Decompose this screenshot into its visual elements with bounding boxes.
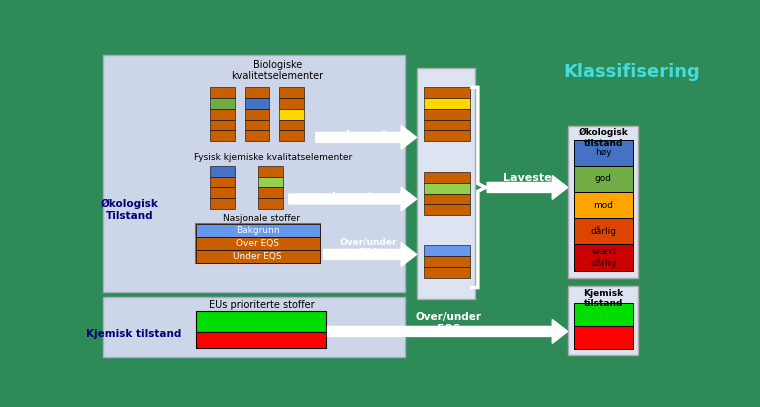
Text: Biologiske
kvalitetselementer: Biologiske kvalitetselementer: [231, 59, 323, 81]
Bar: [280, 88, 304, 98]
Polygon shape: [289, 187, 416, 211]
Bar: [574, 326, 633, 349]
Polygon shape: [324, 243, 416, 266]
Text: Laveste: Laveste: [503, 173, 552, 183]
Bar: [416, 68, 475, 299]
Bar: [103, 55, 405, 292]
Text: god: god: [595, 175, 612, 184]
Bar: [196, 250, 320, 263]
Bar: [574, 140, 633, 166]
Text: Kjemisk tilstand: Kjemisk tilstand: [86, 329, 182, 339]
Polygon shape: [316, 125, 416, 149]
Bar: [245, 98, 269, 109]
Bar: [196, 224, 320, 263]
Text: Lavest: Lavest: [346, 130, 387, 140]
Text: Økologisk
Tilstand: Økologisk Tilstand: [101, 199, 159, 221]
Text: Under EQS: Under EQS: [233, 252, 282, 261]
Bar: [280, 98, 304, 109]
Polygon shape: [487, 175, 568, 199]
Bar: [210, 131, 235, 141]
Text: EUs prioriterte stoffer: EUs prioriterte stoffer: [209, 300, 315, 310]
Bar: [210, 88, 235, 98]
Bar: [423, 245, 470, 256]
Bar: [210, 120, 235, 131]
Bar: [574, 303, 633, 326]
Bar: [196, 311, 326, 332]
Text: Kjemisk
tilstand: Kjemisk tilstand: [584, 289, 623, 309]
Bar: [568, 286, 638, 355]
Bar: [245, 88, 269, 98]
Bar: [574, 192, 633, 218]
Bar: [196, 332, 326, 348]
Text: Klassifisering: Klassifisering: [563, 63, 700, 81]
Bar: [103, 297, 405, 357]
Text: Bakgrunn: Bakgrunn: [236, 226, 280, 235]
Text: svært
dårlig: svært dårlig: [591, 247, 616, 268]
Text: Økologisk
tilstand: Økologisk tilstand: [578, 128, 629, 148]
Bar: [574, 245, 633, 271]
Text: dårlig: dårlig: [591, 226, 616, 236]
Bar: [280, 120, 304, 131]
Polygon shape: [328, 319, 568, 344]
Bar: [423, 256, 470, 267]
Bar: [196, 224, 320, 237]
Bar: [245, 131, 269, 141]
Bar: [568, 126, 638, 278]
Bar: [574, 166, 633, 192]
Text: høy: høy: [595, 148, 612, 157]
Bar: [258, 188, 283, 198]
Bar: [258, 198, 283, 209]
Bar: [423, 120, 470, 131]
Bar: [280, 131, 304, 141]
Bar: [423, 267, 470, 278]
Bar: [280, 109, 304, 120]
Text: Nasjonale stoffer: Nasjonale stoffer: [223, 214, 300, 223]
Text: Lavest: Lavest: [331, 192, 373, 202]
Bar: [258, 166, 283, 177]
Bar: [423, 194, 470, 204]
Text: mod: mod: [594, 201, 613, 210]
Bar: [423, 109, 470, 120]
Bar: [423, 98, 470, 109]
Bar: [423, 88, 470, 98]
Bar: [423, 204, 470, 215]
Bar: [245, 109, 269, 120]
Bar: [258, 177, 283, 188]
Text: Over/under
EQS: Over/under EQS: [416, 312, 481, 334]
Bar: [210, 188, 235, 198]
Bar: [210, 98, 235, 109]
Text: Over EQS: Over EQS: [236, 239, 279, 248]
Text: Fysisk kjemiske kvalitatselementer: Fysisk kjemiske kvalitatselementer: [194, 153, 353, 162]
Bar: [196, 237, 320, 250]
Bar: [210, 177, 235, 188]
Bar: [245, 120, 269, 131]
Bar: [423, 183, 470, 194]
Bar: [210, 198, 235, 209]
Bar: [423, 131, 470, 141]
Bar: [574, 218, 633, 245]
Bar: [210, 109, 235, 120]
Text: Over/under
EQS: Over/under EQS: [340, 238, 397, 257]
Bar: [210, 166, 235, 177]
Bar: [423, 172, 470, 183]
